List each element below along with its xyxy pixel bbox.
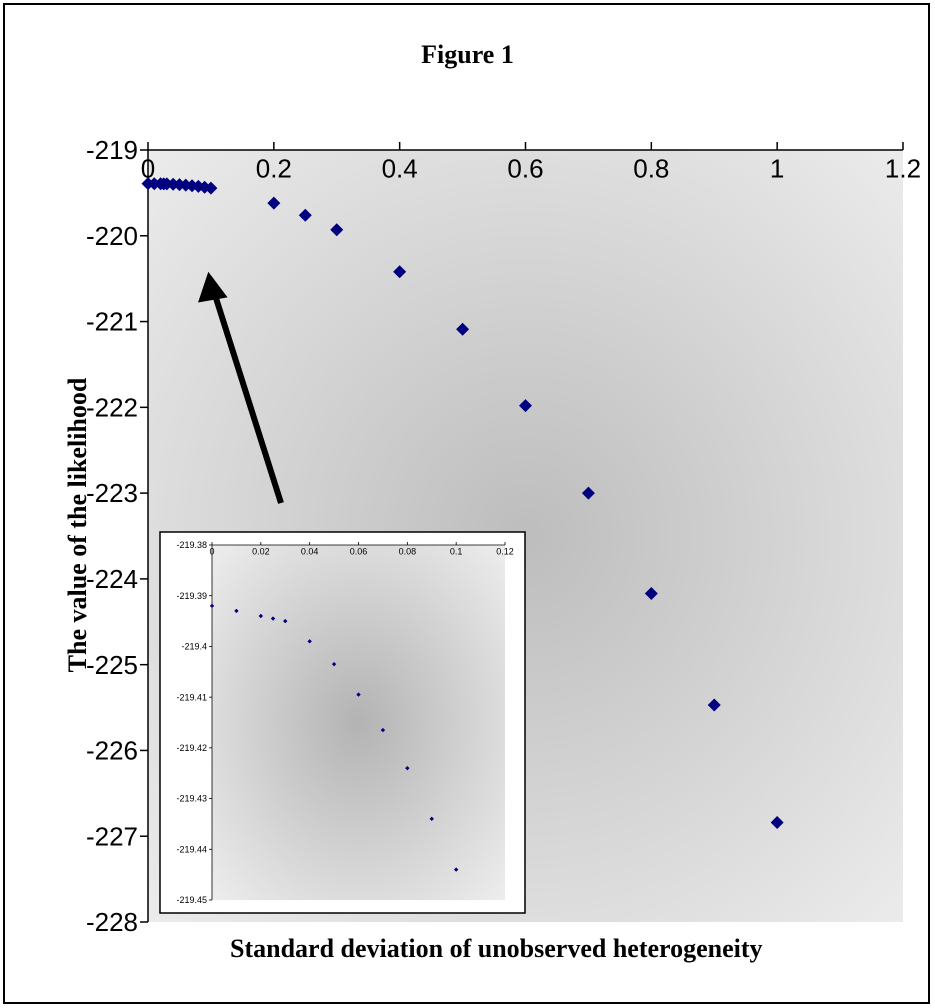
inset-y-tick-label: -219.43 [176,794,207,804]
inset-x-tick-label: 0 [209,546,214,556]
inset-data-point [209,603,215,609]
main-data-points [141,177,784,829]
main-data-point [770,815,784,829]
inset-x-axis: 0 0.02 0.04 0.06 0.08 0.1 0.12 [209,542,514,556]
main-data-point [707,698,721,712]
inset-y-tick-label: -219.41 [176,692,207,702]
inset-data-points [209,603,459,872]
inset-data-point [453,867,459,872]
main-y-tick-label: -220 [86,221,138,251]
main-y-tick-label: -224 [86,564,138,594]
inset-x-tick-label: 0.06 [350,546,368,556]
inset-y-axis: -219.38 -219.39 -219.4 -219.41 -219.42 -219.4… [176,540,213,905]
main-data-point [393,265,407,279]
inset-x-tick-label: 0.04 [301,546,319,556]
main-y-axis: -219 -220 -221 -222 -223 -224 -225 -226 -227 -228 [86,135,149,937]
main-data-point [330,223,344,237]
main-x-tick-label: 0.8 [633,153,669,183]
main-y-tick-label: -226 [86,736,138,766]
main-x-tick-label: 0.2 [256,153,292,183]
inset-data-point [258,613,264,619]
main-y-tick-label: -227 [86,821,138,851]
inset-y-tick-label: -219.39 [176,591,207,601]
arrow-pointer [198,271,284,504]
inset-data-point [307,639,312,644]
figure-title: Figure 1 [421,40,514,69]
main-data-point [519,399,532,413]
main-data-point [298,208,312,222]
main-data-point [581,486,595,500]
main-x-tick-label: 1 [770,153,784,183]
main-x-tick-label: 1.2 [885,153,921,183]
main-x-tick-label: 0.4 [382,153,418,183]
inset-data-point [234,608,239,614]
inset-data-point [356,692,361,697]
inset-data-point [429,816,434,822]
inset-y-tick-label: -219.45 [176,895,207,905]
inset-y-tick-label: -219.42 [176,743,207,753]
inset-x-tick-label: 0.1 [450,546,463,556]
x-axis-label: Standard deviation of unobserved heterog… [230,934,763,963]
inset-data-point [331,661,337,667]
inset-x-tick-label: 0.02 [252,546,270,556]
main-x-tick-label: 0 [141,153,155,183]
inset-x-tick-label: 0.12 [496,546,514,556]
inset-x-tick-label: 0.08 [399,546,417,556]
y-axis-label: The value of the likelihood [63,377,92,673]
main-y-tick-label: -225 [86,650,138,680]
inset-plot-area [212,545,505,900]
inset-chart: -219.38 -219.39 -219.4 -219.41 -219.42 -219.4… [159,531,526,914]
inset-data-point [270,616,276,621]
main-y-tick-label: -222 [86,392,138,422]
main-data-point [644,586,658,600]
main-data-point [267,196,281,210]
main-y-tick-label: -221 [86,307,138,337]
inset-y-tick-label: -219.44 [176,844,207,854]
inset-y-tick-label: -219.38 [176,540,207,550]
main-x-axis: 0 0.2 0.4 0.6 0.8 1 1.2 [141,142,921,183]
main-y-tick-label: -219 [86,135,138,165]
main-y-tick-label: -223 [86,478,138,508]
main-data-point [456,322,470,336]
main-data-point [204,181,218,195]
inset-data-point [283,618,288,624]
main-y-tick-label: -228 [86,907,138,937]
inset-data-point [405,765,410,771]
inset-y-tick-label: -219.4 [181,642,207,652]
main-x-tick-label: 0.6 [507,153,543,183]
inset-data-point [380,727,386,733]
